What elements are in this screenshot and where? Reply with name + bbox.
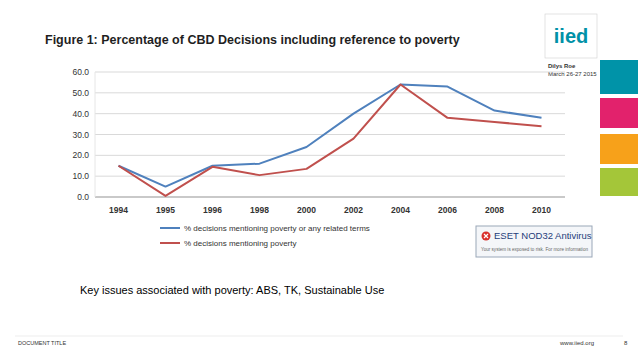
y-tick-label: 50.0 [72, 88, 89, 98]
legend-label: % decisions mentioning poverty or any re… [184, 224, 370, 233]
author: Dilys Roe [548, 63, 576, 69]
popup-message: Your system is exposed to risk. For more… [481, 246, 588, 252]
legend-swatch [160, 227, 180, 229]
grid-line [95, 92, 565, 93]
footer-url: www.iied.org [559, 340, 594, 346]
color-bar [600, 134, 638, 164]
y-tick-label: 20.0 [72, 150, 89, 160]
legend-label: % decisions mentioning poverty [184, 239, 297, 248]
series-line [119, 85, 542, 187]
series-line [119, 85, 542, 196]
page-number: 8 [624, 340, 628, 346]
x-tick-label: 2006 [438, 205, 457, 215]
y-tick-label: 30.0 [72, 130, 89, 140]
x-tick-label: 1996 [203, 205, 222, 215]
x-tick-label: 2008 [485, 205, 504, 215]
grid-line [95, 113, 565, 114]
plot-lines [119, 85, 542, 196]
grid-line [95, 155, 565, 156]
y-axis-range [95, 72, 96, 197]
x-tick-label: 2000 [297, 205, 316, 215]
y-tick-label: 0.0 [77, 192, 89, 202]
chart-title: Figure 1: Percentage of CBD Decisions in… [45, 33, 460, 47]
logo: iied [554, 25, 588, 47]
color-bar [600, 168, 638, 196]
x-tick-label: 1994 [109, 205, 128, 215]
x-tick-label: 2010 [532, 205, 551, 215]
footer-rule [15, 336, 623, 337]
x-tick-label: 2002 [344, 205, 363, 215]
grid-line [95, 134, 565, 135]
x-tick-label: 2004 [391, 205, 410, 215]
caption: Key issues associated with poverty: ABS,… [80, 284, 384, 296]
y-tick-label: 10.0 [72, 171, 89, 181]
footer-title: DOCUMENT TITLE [18, 340, 66, 346]
color-bar [600, 98, 638, 128]
popup-icon [482, 232, 491, 241]
grid-line [95, 176, 565, 177]
popup-icon-x [484, 234, 488, 238]
popup [476, 226, 592, 257]
slide: iiedDilys RoeMarch 26-27 2015Figure 1: P… [0, 0, 638, 359]
grid-line [95, 72, 565, 73]
y-tick-label: 60.0 [72, 67, 89, 77]
logo-box [545, 14, 597, 58]
y-tick-label: 40.0 [72, 109, 89, 119]
legend-swatch [160, 242, 180, 244]
x-tick-label: 1995 [156, 205, 175, 215]
color-bar [600, 60, 638, 94]
popup-title: ESET NOD32 Antivirus [494, 230, 592, 241]
x-tick-label: 1998 [250, 205, 269, 215]
